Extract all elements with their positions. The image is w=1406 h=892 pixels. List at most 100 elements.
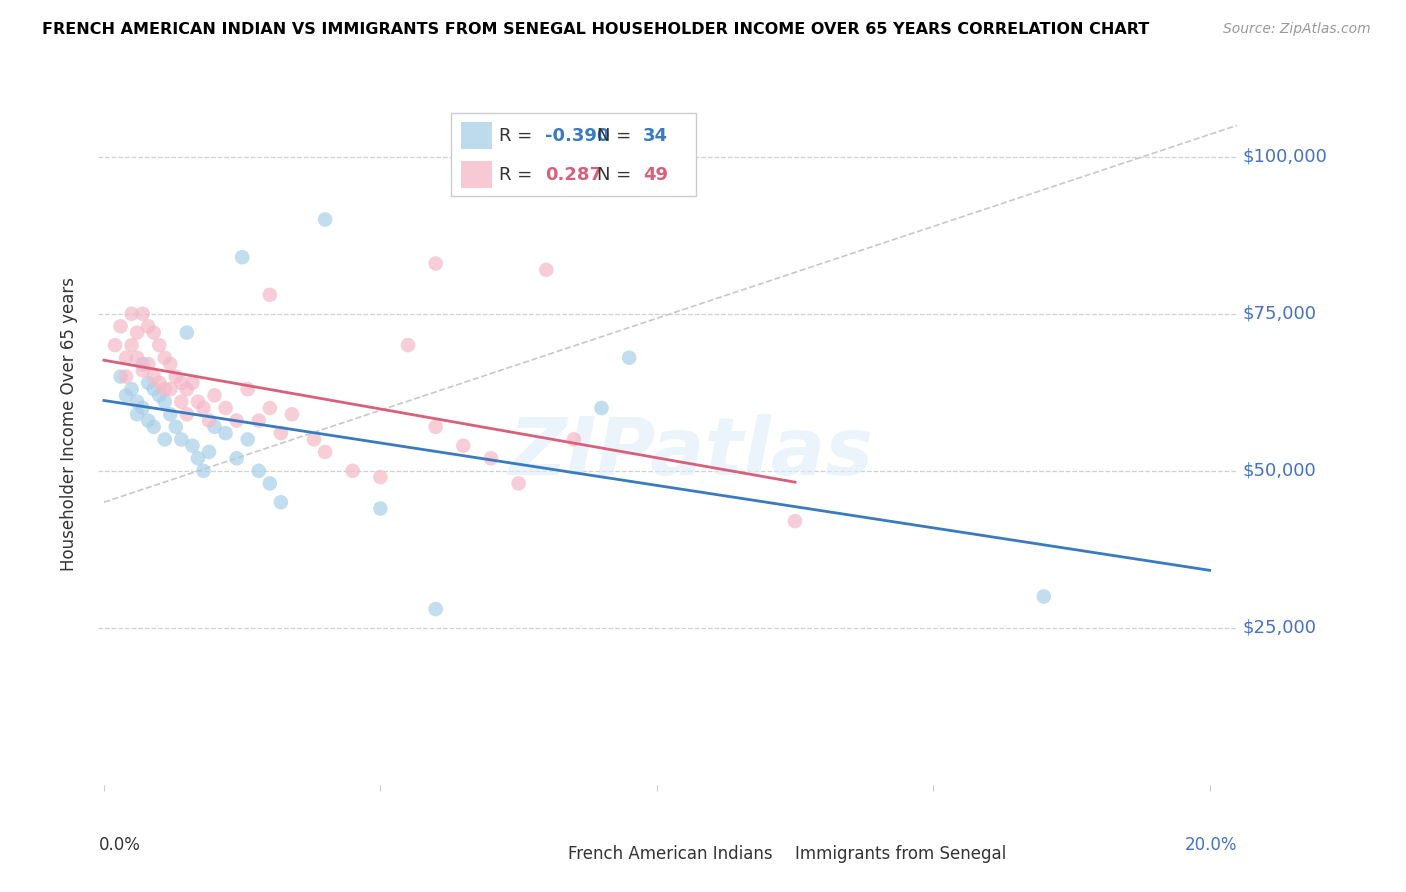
Bar (461, 122, 492, 149)
Point (591, 401, 613, 415)
Point (131, 363, 153, 377)
Point (204, 388, 226, 402)
Bar (531, 839, 557, 868)
Point (1032, 590, 1054, 604)
Point (176, 382, 198, 396)
Point (142, 326, 165, 340)
Point (425, 420, 447, 434)
Text: 0.287: 0.287 (546, 166, 602, 184)
Point (214, 426, 236, 441)
FancyBboxPatch shape (451, 113, 696, 196)
Point (508, 476, 530, 491)
Text: $25,000: $25,000 (1243, 619, 1317, 637)
Point (617, 351, 640, 365)
Point (198, 445, 221, 459)
Point (231, 250, 253, 264)
Point (153, 433, 176, 447)
Point (396, 338, 419, 352)
Text: R =: R = (499, 166, 544, 184)
Point (136, 319, 159, 334)
Point (236, 433, 259, 447)
Point (121, 382, 143, 396)
Text: $75,000: $75,000 (1243, 305, 1317, 323)
Point (170, 394, 193, 409)
Point (204, 420, 226, 434)
Point (131, 401, 153, 415)
Point (214, 401, 236, 415)
Point (153, 382, 176, 396)
Text: 0.0%: 0.0% (98, 836, 141, 854)
Point (148, 338, 170, 352)
Point (153, 394, 176, 409)
Point (198, 413, 221, 427)
Text: French American Indians: French American Indians (568, 845, 772, 863)
Point (176, 326, 198, 340)
Point (121, 307, 143, 321)
Text: Source: ZipAtlas.com: Source: ZipAtlas.com (1223, 22, 1371, 37)
Point (142, 420, 165, 434)
Point (176, 407, 198, 421)
Point (270, 426, 292, 441)
Point (453, 439, 475, 453)
Point (370, 501, 392, 516)
Point (562, 433, 585, 447)
Point (110, 319, 132, 334)
Point (115, 351, 138, 365)
Point (259, 476, 281, 491)
Point (165, 369, 187, 384)
Point (115, 369, 138, 384)
Point (225, 413, 247, 427)
Point (136, 376, 159, 390)
Point (479, 451, 502, 466)
Point (131, 357, 153, 371)
Point (302, 433, 325, 447)
Text: N =: N = (598, 127, 637, 145)
Point (259, 401, 281, 415)
Point (153, 351, 176, 365)
Point (259, 288, 281, 302)
Bar (461, 161, 492, 188)
Point (127, 351, 149, 365)
Bar (759, 839, 785, 868)
Point (370, 470, 392, 484)
Point (165, 420, 187, 434)
Point (270, 495, 292, 509)
Y-axis label: Householder Income Over 65 years: Householder Income Over 65 years (59, 277, 77, 571)
Point (281, 407, 304, 421)
Point (181, 376, 204, 390)
Point (181, 439, 204, 453)
Point (131, 307, 153, 321)
Point (159, 382, 181, 396)
Text: 49: 49 (643, 166, 668, 184)
Point (425, 602, 447, 616)
Point (187, 394, 209, 409)
Point (193, 464, 215, 478)
Text: N =: N = (598, 166, 637, 184)
Point (136, 357, 159, 371)
Point (127, 394, 149, 409)
Point (170, 433, 193, 447)
Point (121, 338, 143, 352)
Point (148, 376, 170, 390)
Point (314, 212, 336, 227)
Text: $100,000: $100,000 (1243, 148, 1327, 166)
Point (783, 514, 806, 528)
Point (425, 256, 447, 270)
Point (159, 407, 181, 421)
Point (342, 464, 364, 478)
Text: FRENCH AMERICAN INDIAN VS IMMIGRANTS FROM SENEGAL HOUSEHOLDER INCOME OVER 65 YEA: FRENCH AMERICAN INDIAN VS IMMIGRANTS FRO… (42, 22, 1150, 37)
Point (127, 407, 149, 421)
Point (104, 338, 127, 352)
Text: 34: 34 (643, 127, 668, 145)
Text: ZIPatlas: ZIPatlas (508, 414, 873, 491)
Point (534, 262, 557, 277)
Text: R =: R = (499, 127, 538, 145)
Point (115, 388, 138, 402)
Text: -0.390: -0.390 (546, 127, 609, 145)
Point (148, 388, 170, 402)
Point (136, 413, 159, 427)
Point (159, 357, 181, 371)
Text: 20.0%: 20.0% (1185, 836, 1237, 854)
Point (170, 376, 193, 390)
Point (127, 326, 149, 340)
